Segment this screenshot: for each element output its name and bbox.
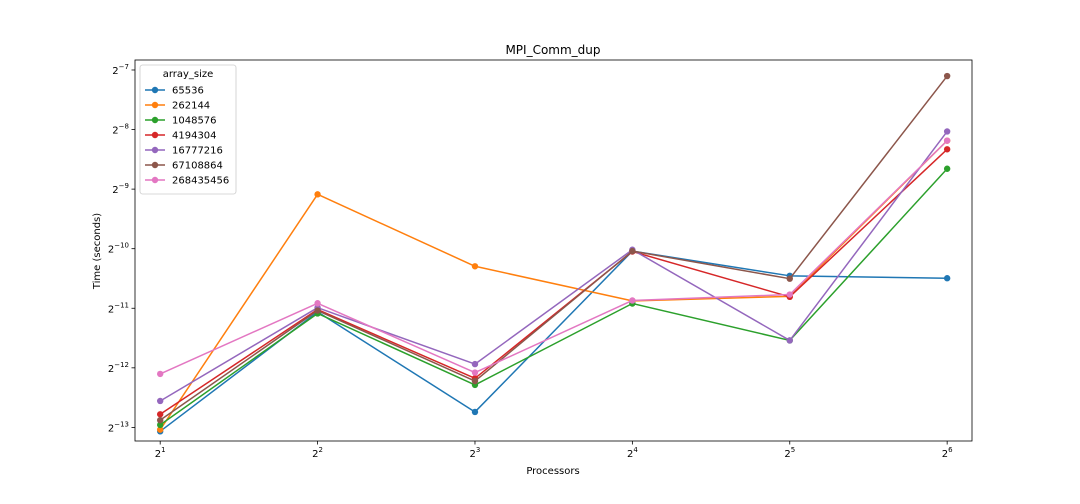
y-tick-label-1: 2−12 [108, 361, 129, 375]
y-tick-label-2: 2−11 [108, 301, 129, 315]
x-tick-label-5: 26 [942, 446, 953, 460]
data-point-16777216-5 [943, 128, 951, 135]
data-point-16777216-4 [786, 337, 793, 344]
series-line-4194304 [159, 148, 948, 415]
data-point-67108864-4 [786, 275, 793, 282]
data-point-16777216-2 [471, 360, 479, 368]
series-line-262144 [159, 140, 948, 431]
y-tick-label-4-base: 2 [112, 185, 118, 196]
legend-marker-1048576 [151, 116, 159, 124]
x-tick-label-0-exponent: 1 [161, 446, 165, 454]
x-tick-label-3-base: 2 [627, 449, 633, 460]
y-tick-label-0: 2−13 [108, 420, 129, 434]
legend-marker-16777216 [151, 146, 159, 154]
legend-marker-4194304 [151, 131, 159, 139]
data-point-67108864-5 [943, 72, 951, 80]
legend-label-67108864: 67108864 [172, 161, 223, 172]
y-tick-label-2-base: 2 [108, 304, 114, 315]
data-point-268435456-3 [629, 297, 636, 304]
data-point-268435456-2 [471, 369, 479, 376]
legend-label-16777216: 16777216 [172, 146, 223, 157]
series-line-67108864 [159, 75, 948, 421]
x-tick-label-4-exponent: 5 [791, 446, 795, 454]
legend-marker-65536 [151, 86, 159, 94]
y-tick-label-5-exponent: −8 [119, 123, 129, 131]
legend-box [139, 64, 237, 195]
y-tick-label-6-base: 2 [112, 66, 118, 77]
x-tick-label-2: 23 [470, 446, 481, 460]
legend: array_size 65536 262144 1048576 4194304 16777… [139, 64, 237, 195]
legend-label-4194304: 4194304 [172, 131, 217, 142]
data-point-268435456-4 [786, 291, 793, 298]
y-tick-label-4: 2−9 [112, 182, 129, 196]
x-tick-label-4-base: 2 [784, 449, 790, 460]
legend-title: array_size [163, 69, 214, 80]
x-tick-label-1-base: 2 [312, 449, 318, 460]
y-tick-label-1-base: 2 [108, 364, 114, 375]
y-tick-label-0-base: 2 [108, 423, 114, 434]
x-tick-label-5-exponent: 6 [948, 446, 953, 454]
data-point-262144-0 [156, 426, 164, 433]
series-line-1048576 [159, 168, 948, 426]
y-tick-label-4-exponent: −9 [119, 182, 129, 190]
y-tick-label-5-base: 2 [112, 126, 118, 137]
data-point-67108864-3 [629, 247, 636, 255]
legend-marker-67108864 [151, 161, 159, 169]
data-point-1048576-5 [943, 165, 951, 172]
x-tick-label-4: 25 [784, 446, 795, 460]
data-point-1048576-0 [156, 421, 164, 429]
x-tick-label-3: 24 [627, 446, 638, 460]
y-tick-label-0-exponent: −13 [114, 420, 129, 428]
data-point-67108864-2 [471, 377, 479, 385]
data-point-65536-2 [471, 408, 479, 416]
x-tick-label-2-exponent: 3 [476, 446, 480, 454]
data-point-16777216-0 [156, 397, 164, 405]
data-point-67108864-0 [156, 416, 164, 424]
legend-marker-262144 [151, 101, 159, 109]
series-line-16777216 [159, 131, 948, 402]
data-point-4194304-5 [943, 146, 951, 153]
x-tick-label-0-base: 2 [155, 449, 161, 460]
data-point-65536-5 [943, 275, 951, 282]
series-line-268435456 [159, 140, 948, 375]
x-tick-label-5-base: 2 [942, 449, 948, 460]
x-tick-label-0: 21 [155, 446, 166, 460]
axes-frame [134, 59, 973, 442]
data-point-262144-1 [314, 191, 321, 198]
y-tick-label-5: 2−8 [112, 123, 129, 137]
data-point-268435456-0 [156, 370, 164, 378]
chart-title: MPI_Comm_dup [505, 43, 600, 57]
x-axis-label: Processors [526, 466, 579, 477]
data-point-67108864-1 [314, 307, 321, 314]
x-tick-label-1-exponent: 2 [319, 446, 323, 454]
legend-label-65536: 65536 [172, 86, 204, 97]
y-tick-label-2-exponent: −11 [114, 301, 129, 309]
y-tick-label-6: 2−7 [112, 63, 129, 77]
data-point-268435456-1 [314, 300, 321, 307]
legend-label-262144: 262144 [172, 101, 210, 112]
y-tick-label-3-exponent: −10 [114, 242, 129, 250]
x-tick-label-1: 22 [312, 446, 323, 460]
data-point-262144-2 [471, 263, 479, 270]
plot-area: 21 22 23 24 25 262−132−122−112−102−92−82−7 [108, 59, 973, 460]
data-point-268435456-5 [943, 137, 951, 144]
y-tick-label-1-exponent: −12 [114, 361, 129, 369]
x-tick-label-2-base: 2 [470, 449, 476, 460]
legend-marker-268435456 [151, 176, 159, 184]
legend-label-268435456: 268435456 [172, 176, 229, 187]
y-axis-label: Time (seconds) [92, 213, 103, 290]
y-tick-label-6-exponent: −7 [119, 63, 129, 71]
y-tick-label-3: 2−10 [108, 242, 129, 256]
data-point-4194304-0 [156, 411, 164, 418]
y-tick-label-3-base: 2 [108, 245, 114, 256]
x-tick-label-3-exponent: 4 [633, 446, 638, 454]
legend-label-1048576: 1048576 [172, 116, 217, 127]
